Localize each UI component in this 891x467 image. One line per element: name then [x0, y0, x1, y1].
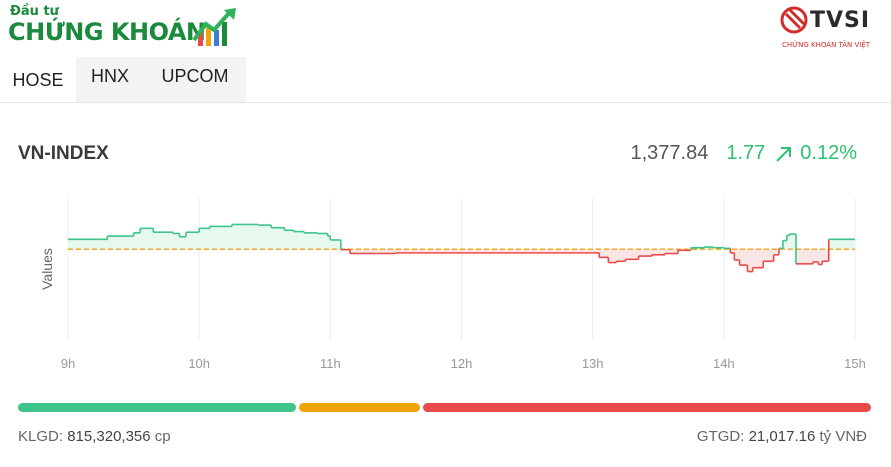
index-change-percent: 0.12%	[800, 142, 857, 164]
arrow-up-right-icon	[776, 146, 792, 162]
y-axis-label: Values	[39, 248, 55, 290]
x-tick-label: 14h	[713, 356, 735, 371]
x-tick-label: 12h	[451, 356, 473, 371]
volume-label: KLGD:	[18, 428, 64, 445]
tab-group: HOSE HNX UPCOM	[0, 57, 246, 102]
index-name: VN-INDEX	[18, 143, 109, 164]
x-tick-label: 13h	[582, 356, 604, 371]
dau-tu-chung-khoan-logo: Đầu tư CHỨNG KHOÁN	[8, 4, 248, 52]
tab-hnx[interactable]: HNX	[76, 57, 144, 102]
breadth-advancing	[18, 403, 297, 412]
x-axis-ticks: 9h 10h 11h 12h 13h 14h 15h	[61, 356, 866, 371]
index-change: 1.77	[726, 142, 766, 164]
tab-hose[interactable]: HOSE	[0, 57, 76, 102]
value-unit: tỷ VNĐ	[819, 428, 867, 445]
x-tick-label: 9h	[61, 356, 75, 371]
market-breadth-bar	[18, 403, 871, 412]
chart-grid	[67, 198, 856, 340]
volume-value: 815,320,356	[67, 428, 151, 445]
value-label: GTGD:	[696, 428, 745, 445]
tvsi-name: TVSI	[810, 8, 871, 33]
intraday-chart: 9h 10h 11h 12h 13h 14h 15h Values	[39, 198, 866, 371]
chart-series-line	[68, 223, 855, 273]
logo-big-text: CHỨNG KHOÁN	[8, 18, 206, 46]
x-tick-label: 15h	[844, 356, 866, 371]
x-tick-label: 11h	[320, 356, 341, 371]
logo-small-text: Đầu tư	[10, 4, 59, 19]
value-amount: 21,017.16	[748, 428, 816, 445]
tvsi-logo: TVSI CHỨNG KHOÁN TÂN VIỆT	[780, 6, 885, 54]
volume-unit: cp	[154, 428, 171, 445]
tvsi-subtitle: CHỨNG KHOÁN TÂN VIỆT	[782, 41, 871, 49]
tab-upcom[interactable]: UPCOM	[144, 57, 246, 102]
index-price: 1,377.84	[630, 142, 709, 164]
tvsi-emblem-icon	[780, 6, 808, 34]
breadth-unchanged	[299, 403, 421, 412]
chart-area-above-reference	[68, 224, 855, 250]
exchange-tabs: HOSE HNX UPCOM	[0, 57, 891, 103]
trading-volume: KLGD: 815,320,356 cp	[18, 428, 171, 445]
index-values: 1,377.84 1.77 0.12%	[630, 142, 857, 165]
growth-chart-icon	[192, 8, 236, 46]
trading-value: GTGD: 21,017.16 tỷ VNĐ	[697, 428, 867, 445]
breadth-declining	[423, 403, 871, 412]
x-tick-label: 10h	[188, 356, 210, 371]
